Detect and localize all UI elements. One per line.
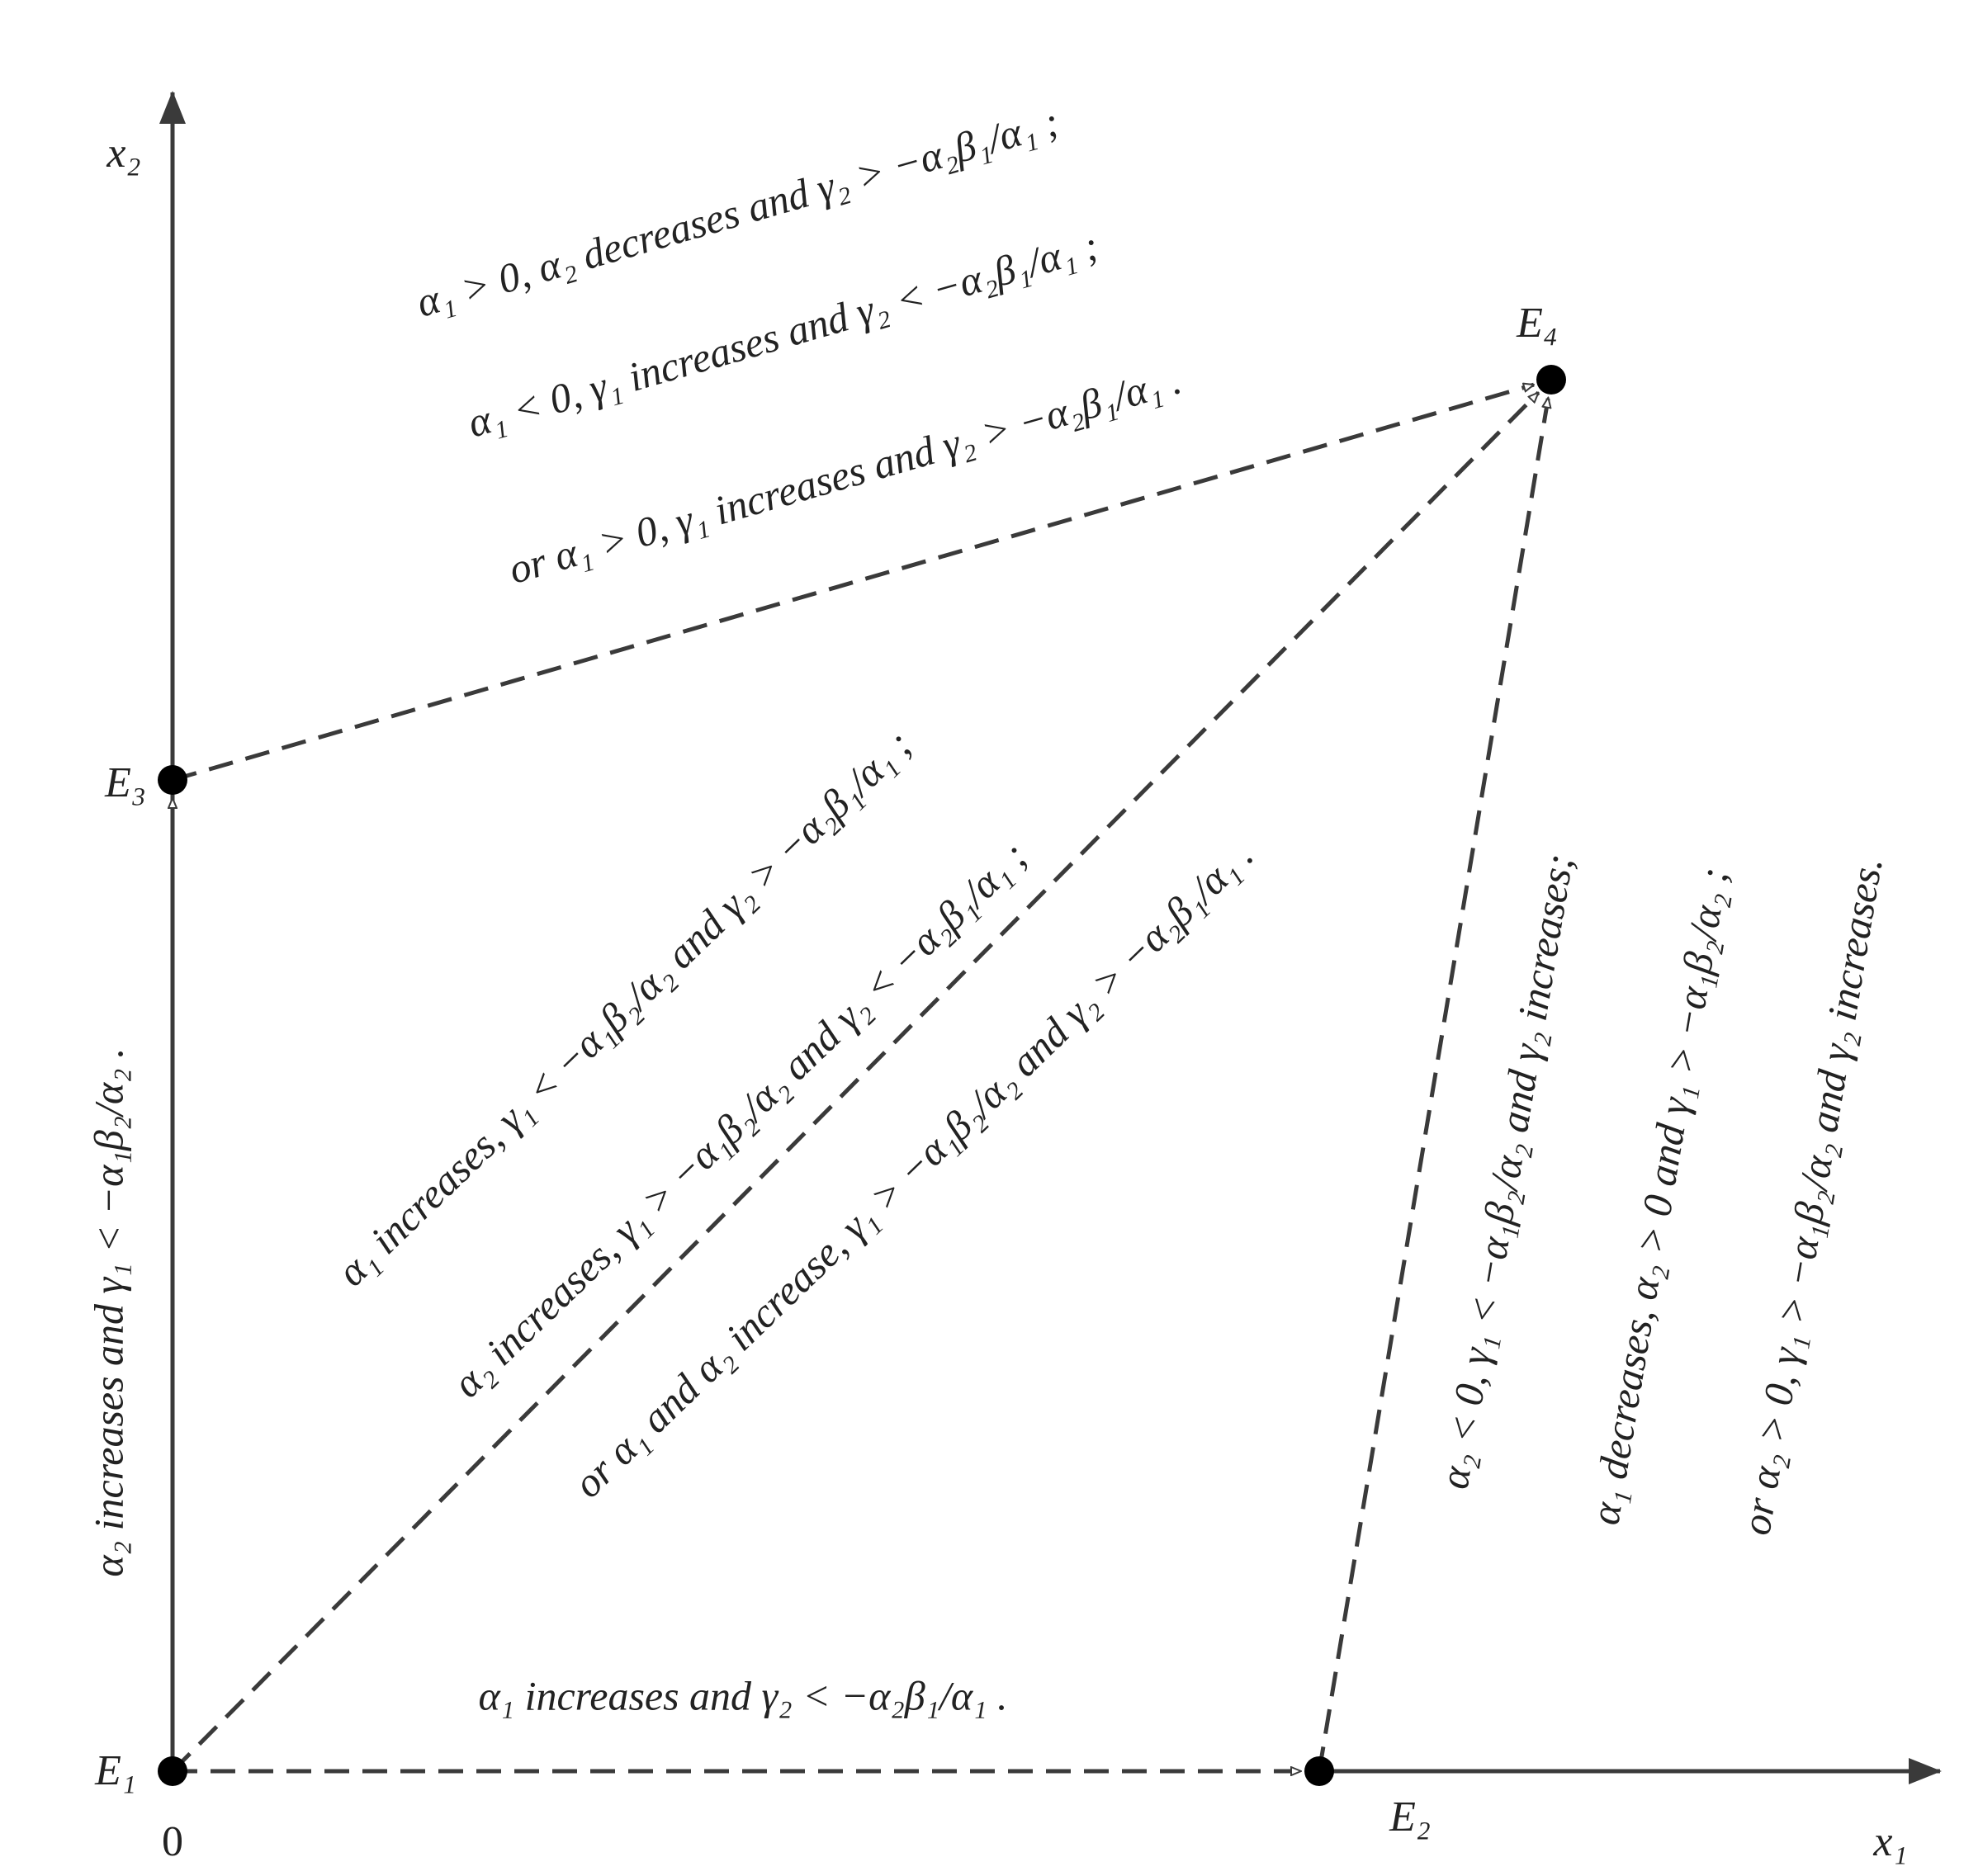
edge-condition: α₁ increases and γ₂ < −α₂β₁/α₁ .	[478, 1672, 1007, 1718]
edge-arrow	[172, 385, 1534, 782]
edge-condition: α₂ increases and γ₁ < −α₁β₂/α₂ .	[85, 1047, 131, 1576]
node-label: E₁	[94, 1747, 136, 1794]
node-label: E₃	[104, 759, 146, 806]
node	[1536, 365, 1566, 395]
axis-label: x₂	[106, 130, 140, 177]
origin-label: 0	[162, 1818, 183, 1865]
edge-condition: α₂ < 0, γ₁ < −α₁β₂/α₂ and γ₂ increases;	[1431, 851, 1583, 1492]
node	[158, 1756, 187, 1786]
node-label: E₄	[1516, 300, 1558, 347]
edge-condition: or α₂ > 0, γ₁ > −α₁β₂/α₂ and γ₂ increase…	[1732, 853, 1891, 1538]
node-label: E₂	[1389, 1793, 1431, 1841]
edge-condition: α₁ decreases, α₂ > 0 and γ₁ > −α₁β₂/α₂ ;	[1581, 864, 1736, 1528]
node	[1304, 1756, 1334, 1786]
edge-arrow	[1317, 398, 1548, 1772]
edge-arrow	[171, 393, 1539, 1773]
node	[158, 765, 187, 795]
axis-label: x₁	[1872, 1818, 1907, 1865]
